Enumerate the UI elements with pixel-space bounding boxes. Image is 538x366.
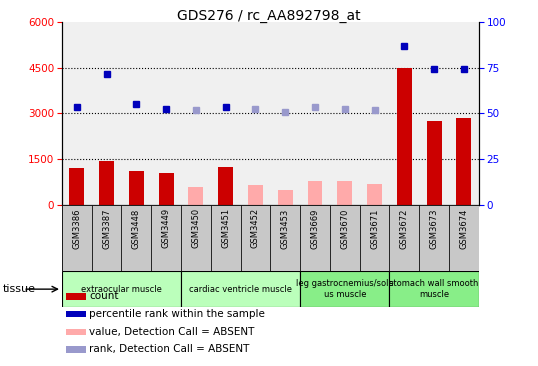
- Bar: [337, 181, 352, 205]
- Bar: [390, 205, 419, 271]
- Bar: [419, 205, 449, 271]
- Bar: [122, 205, 151, 271]
- Bar: [181, 205, 211, 271]
- Bar: [91, 205, 122, 271]
- Bar: [66, 293, 86, 299]
- Bar: [218, 167, 233, 205]
- Bar: [99, 161, 114, 205]
- Bar: [308, 181, 322, 205]
- Text: count: count: [89, 291, 119, 301]
- Text: GSM3670: GSM3670: [341, 208, 349, 249]
- Text: GSM3674: GSM3674: [459, 208, 469, 249]
- Text: GSM3671: GSM3671: [370, 208, 379, 249]
- Bar: [300, 271, 390, 307]
- Bar: [300, 205, 330, 271]
- Bar: [66, 311, 86, 317]
- Text: value, Detection Call = ABSENT: value, Detection Call = ABSENT: [89, 327, 255, 337]
- Text: GSM3386: GSM3386: [72, 208, 81, 249]
- Text: tissue: tissue: [3, 284, 36, 294]
- Bar: [151, 205, 181, 271]
- Bar: [330, 205, 360, 271]
- Text: GSM3451: GSM3451: [221, 208, 230, 249]
- Text: GSM3669: GSM3669: [310, 208, 320, 249]
- Text: GSM3387: GSM3387: [102, 208, 111, 249]
- Bar: [62, 205, 91, 271]
- Bar: [66, 329, 86, 335]
- Bar: [129, 171, 144, 205]
- Text: rank, Detection Call = ABSENT: rank, Detection Call = ABSENT: [89, 344, 250, 354]
- Bar: [211, 205, 240, 271]
- Bar: [397, 68, 412, 205]
- Bar: [390, 271, 479, 307]
- Bar: [159, 173, 174, 205]
- Bar: [360, 205, 390, 271]
- Text: GSM3453: GSM3453: [281, 208, 290, 249]
- Bar: [270, 205, 300, 271]
- Bar: [456, 118, 471, 205]
- Bar: [240, 205, 270, 271]
- Text: stomach wall smooth
muscle: stomach wall smooth muscle: [390, 279, 479, 299]
- Text: GSM3672: GSM3672: [400, 208, 409, 249]
- Text: GSM3449: GSM3449: [161, 208, 171, 249]
- Text: leg gastrocnemius/sole
us muscle: leg gastrocnemius/sole us muscle: [296, 279, 394, 299]
- Bar: [69, 168, 84, 205]
- Text: GSM3452: GSM3452: [251, 208, 260, 249]
- Bar: [188, 187, 203, 205]
- Text: cardiac ventricle muscle: cardiac ventricle muscle: [189, 285, 292, 294]
- Text: GSM3450: GSM3450: [192, 208, 200, 249]
- Bar: [449, 205, 479, 271]
- Text: GSM3673: GSM3673: [430, 208, 438, 249]
- Bar: [427, 121, 442, 205]
- Text: GDS276 / rc_AA892798_at: GDS276 / rc_AA892798_at: [177, 9, 361, 23]
- Bar: [367, 184, 382, 205]
- Text: percentile rank within the sample: percentile rank within the sample: [89, 309, 265, 319]
- Bar: [248, 185, 263, 205]
- Bar: [62, 271, 181, 307]
- Bar: [181, 271, 300, 307]
- Text: GSM3448: GSM3448: [132, 208, 141, 249]
- Bar: [278, 190, 293, 205]
- Bar: [66, 346, 86, 353]
- Text: extraocular muscle: extraocular muscle: [81, 285, 162, 294]
